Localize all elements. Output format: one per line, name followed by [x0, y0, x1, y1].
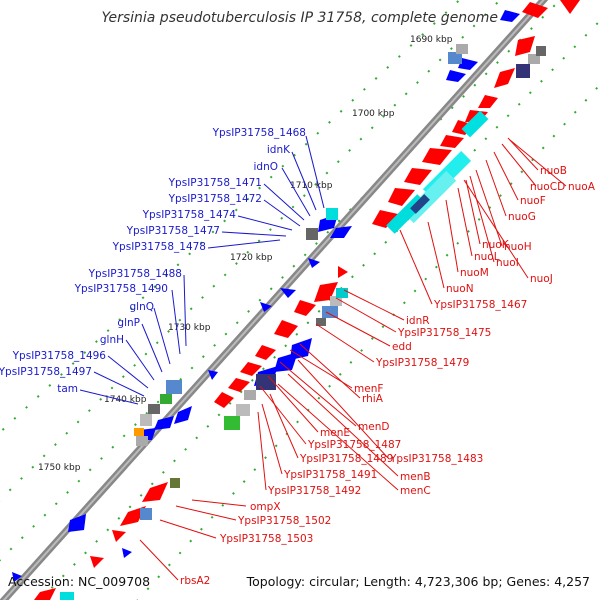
- gene-label: nuoM: [460, 267, 489, 279]
- gene-label: nuoB: [540, 165, 567, 177]
- right-leader-lines: [139, 137, 567, 581]
- gene-label: nuoCD: [530, 181, 565, 193]
- gene-label: nuoK: [482, 239, 510, 251]
- kbp-tick: 1740 kbp: [104, 395, 147, 405]
- gene-label: nuoN: [446, 283, 474, 295]
- gene-label: edd: [392, 341, 412, 353]
- right-gene-labels: nuoB nuoCD nuoA nuoF nuoG nuoK nuoH nuoL…: [180, 165, 596, 587]
- gene-label: YpsIP31758_1474: [142, 209, 237, 221]
- gene-label: YpsIP31758_1477: [126, 225, 220, 237]
- gene-label: menD: [358, 421, 389, 433]
- gene-label: YpsIP31758_1479: [375, 357, 469, 369]
- gene-label: ompX: [250, 501, 281, 513]
- kbp-tick: 1720 kbp: [230, 253, 273, 263]
- gene-label: idnR: [406, 315, 430, 327]
- gene-label: YpsIP31758_1483: [389, 453, 483, 465]
- gene-label: menB: [400, 471, 431, 483]
- gene-label: YpsIP31758_1475: [397, 327, 491, 339]
- gene-label: glnQ: [129, 301, 154, 313]
- kbp-tick: 1700 kbp: [352, 109, 395, 119]
- gene-label: menC: [400, 485, 431, 497]
- gene-label: nuoL: [474, 251, 500, 263]
- gene-label: YpsIP31758_1468: [212, 127, 306, 139]
- gene-label: YpsIP31758_1478: [112, 241, 206, 253]
- gene-label: nuoA: [568, 181, 596, 193]
- gene-label: nuoI: [496, 257, 519, 269]
- gene-label: tam: [57, 383, 78, 395]
- gene-label: YpsIP31758_1490: [74, 283, 168, 295]
- gene-label: idnK: [267, 144, 291, 156]
- kbp-tick: 1690 kbp: [410, 35, 453, 45]
- gene-label: YpsIP31758_1497: [0, 366, 92, 378]
- gene-label: YpsIP31758_1492: [267, 485, 361, 497]
- gene-label: glnP: [117, 317, 140, 329]
- gene-features: [12, 0, 580, 600]
- gene-label: idnO: [253, 161, 278, 173]
- gene-label: nuoJ: [530, 273, 553, 285]
- gene-label: YpsIP31758_1487: [307, 439, 401, 451]
- gene-label: nuoF: [520, 195, 546, 207]
- kbp-tick: 1710 kbp: [290, 181, 333, 191]
- gene-label: YpsIP31758_1491: [283, 469, 377, 481]
- left-gene-labels: YpsIP31758_1468 idnK idnO YpsIP31758_147…: [0, 127, 306, 395]
- gene-label: rhiA: [362, 393, 384, 405]
- gene-label: glnH: [100, 334, 124, 346]
- gene-label: YpsIP31758_1488: [88, 268, 182, 280]
- map-title: Yersinia pseudotuberculosis IP 31758, co…: [101, 10, 498, 26]
- gene-label: rbsA2: [180, 575, 210, 587]
- kbp-ticks: 1690 kbp 1700 kbp 1710 kbp 1720 kbp 1730…: [38, 35, 453, 473]
- kbp-tick: 1750 kbp: [38, 463, 81, 473]
- left-leader-lines: [79, 135, 325, 405]
- gene-label: YpsIP31758_1471: [168, 177, 262, 189]
- genome-backbone: [0, 0, 549, 600]
- gene-label: menF: [354, 383, 383, 395]
- gene-label: YpsIP31758_1503: [219, 533, 313, 545]
- gene-label: YpsIP31758_1489: [299, 453, 393, 465]
- gene-label: YpsIP31758_1472: [168, 193, 262, 205]
- genome-summary-text: Topology: circular; Length: 4,723,306 bp…: [246, 574, 590, 589]
- gene-label: YpsIP31758_1502: [237, 515, 331, 527]
- kbp-tick: 1730 kbp: [168, 323, 211, 333]
- gene-label: nuoH: [504, 241, 532, 253]
- gene-label: menE: [320, 427, 350, 439]
- gene-label: nuoG: [508, 211, 536, 223]
- gene-label: YpsIP31758_1467: [433, 299, 527, 311]
- accession-text: Accession: NC_009708: [8, 574, 150, 589]
- gene-label: YpsIP31758_1496: [12, 350, 107, 362]
